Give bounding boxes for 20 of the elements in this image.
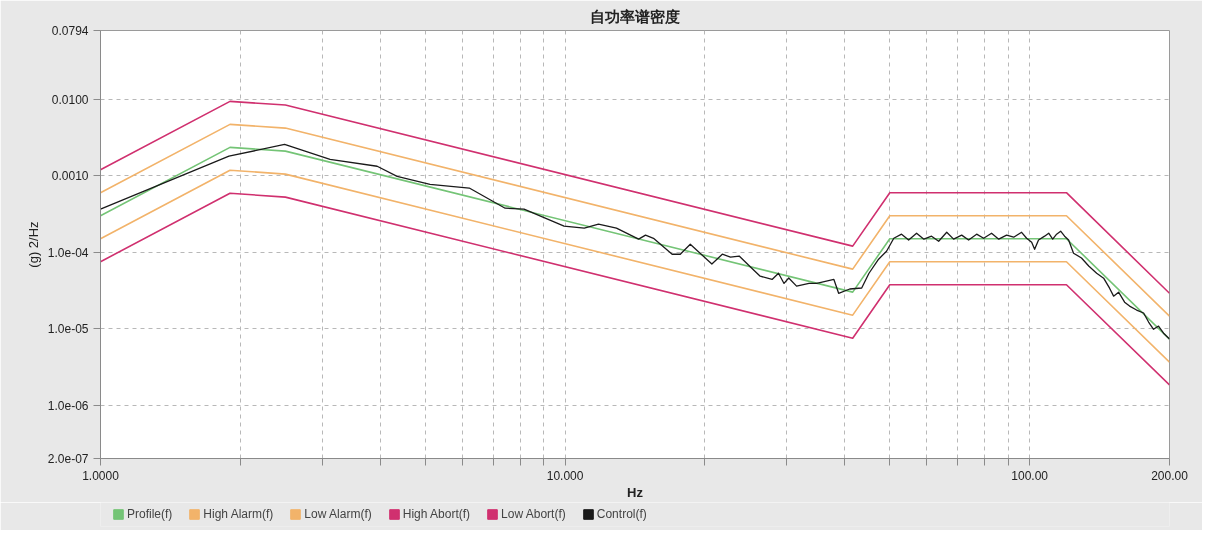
y-tick-label: 0.0794 — [51, 24, 89, 38]
legend-label: Profile(f) — [127, 507, 173, 521]
y-tick-label: 2.0e-07 — [47, 452, 89, 466]
legend-label: High Alarm(f) — [203, 507, 274, 521]
x-tick-label: 100.00 — [1011, 468, 1049, 483]
x-tick-label: 10.000 — [546, 468, 584, 483]
legend-label: Control(f) — [596, 507, 647, 521]
y-tick-label: 1.0e-05 — [47, 322, 89, 337]
chart-title: 自功率谱密度 — [590, 7, 680, 26]
x-axis-title: Hz — [627, 484, 644, 500]
y-tick-label: 0.0100 — [51, 92, 89, 107]
legend-label: Low Abort(f) — [501, 507, 566, 521]
x-tick-label: 1.0000 — [82, 468, 120, 483]
y-tick-label: 0.0010 — [51, 169, 89, 184]
x-tick-label: 200.00 — [1151, 468, 1189, 483]
y-tick-label: 1.0e-06 — [47, 398, 89, 413]
y-tick-label: 1.0e-04 — [47, 245, 89, 260]
legend-label: Low Alarm(f) — [304, 507, 372, 521]
y-axis-title: (g) 2/Hz — [25, 221, 41, 268]
legend-label: High Abort(f) — [402, 507, 471, 521]
